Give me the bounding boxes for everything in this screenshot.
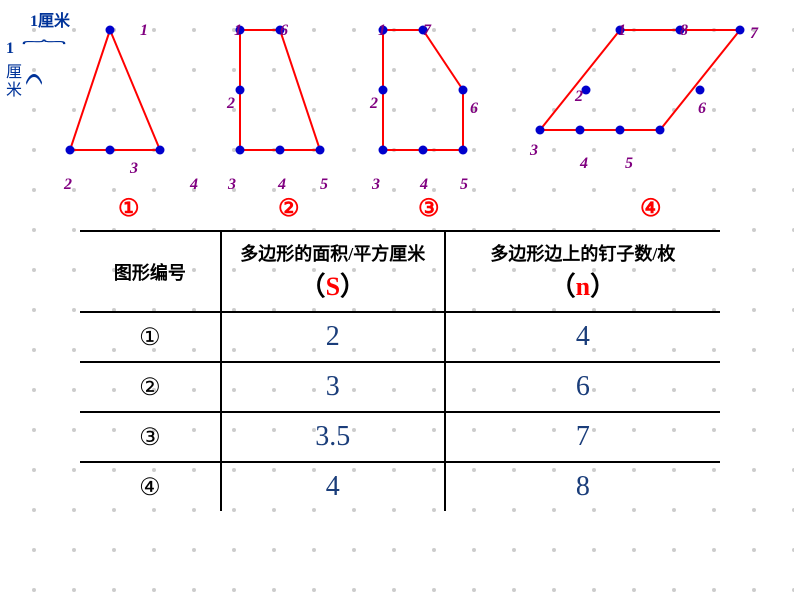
table-row: ③ 3.5 7 bbox=[80, 412, 720, 462]
vertex-label: 2 bbox=[227, 95, 235, 113]
cell-id: ① bbox=[80, 312, 221, 362]
vertex-label: 6 bbox=[280, 22, 288, 40]
vertex-label: 3 bbox=[530, 142, 538, 160]
vertex-label: 1 bbox=[378, 22, 386, 40]
vertex-label: 1 bbox=[234, 22, 242, 40]
table-row: ① 2 4 bbox=[80, 312, 720, 362]
vertex-label: 3 bbox=[228, 176, 236, 194]
vertex-label: 8 bbox=[680, 22, 688, 40]
cell-nails: 4 bbox=[445, 312, 720, 362]
vertex-label: 1 bbox=[140, 22, 148, 40]
vertex-label: 4 bbox=[420, 176, 428, 194]
cell-area: 2 bbox=[221, 312, 445, 362]
shape-number: ① bbox=[118, 194, 140, 223]
table-body: ① 2 4 ② 3 6 ③ 3.5 7 ④ 4 8 bbox=[80, 312, 720, 511]
vertex-label: 7 bbox=[423, 22, 431, 40]
cell-area: 4 bbox=[221, 462, 445, 511]
shape-number: ③ bbox=[418, 194, 440, 223]
shapes-svg bbox=[0, 0, 794, 220]
vertex-label: 2 bbox=[370, 95, 378, 113]
cell-area: 3 bbox=[221, 362, 445, 412]
vertex-label: 4 bbox=[278, 176, 286, 194]
vertex-label: 6 bbox=[698, 100, 706, 118]
cell-id: ④ bbox=[80, 462, 221, 511]
shapes-area: 1厘米 ︷ 1 厘 米 ︵ 1234162345172634518726345 … bbox=[0, 0, 794, 220]
shape-number: ④ bbox=[640, 194, 662, 223]
cell-id: ② bbox=[80, 362, 221, 412]
data-table: 图形编号 多边形的面积/平方厘米 （S） 多边形边上的钉子数/枚 （n） ① 2… bbox=[80, 230, 720, 511]
vertex-label: 3 bbox=[372, 176, 380, 194]
cell-id: ③ bbox=[80, 412, 221, 462]
vertex-label: 7 bbox=[750, 25, 758, 43]
vertex-label: 2 bbox=[575, 88, 583, 106]
vertex-label: 5 bbox=[625, 155, 633, 173]
vertex-label: 3 bbox=[130, 160, 138, 178]
header-id: 图形编号 bbox=[80, 231, 221, 312]
vertex-label: 2 bbox=[64, 176, 72, 194]
header-nails: 多边形边上的钉子数/枚 （n） bbox=[445, 231, 720, 312]
cell-area: 3.5 bbox=[221, 412, 445, 462]
vertex-label: 6 bbox=[470, 100, 478, 118]
table-row: ② 3 6 bbox=[80, 362, 720, 412]
cell-nails: 6 bbox=[445, 362, 720, 412]
vertex-label: 1 bbox=[618, 22, 626, 40]
vertex-label: 5 bbox=[460, 176, 468, 194]
shape-number: ② bbox=[278, 194, 300, 223]
cell-nails: 7 bbox=[445, 412, 720, 462]
table-row: ④ 4 8 bbox=[80, 462, 720, 511]
cell-nails: 8 bbox=[445, 462, 720, 511]
vertex-label: 5 bbox=[320, 176, 328, 194]
header-area: 多边形的面积/平方厘米 （S） bbox=[221, 231, 445, 312]
vertex-label: 4 bbox=[580, 155, 588, 173]
vertex-label: 4 bbox=[190, 176, 198, 194]
